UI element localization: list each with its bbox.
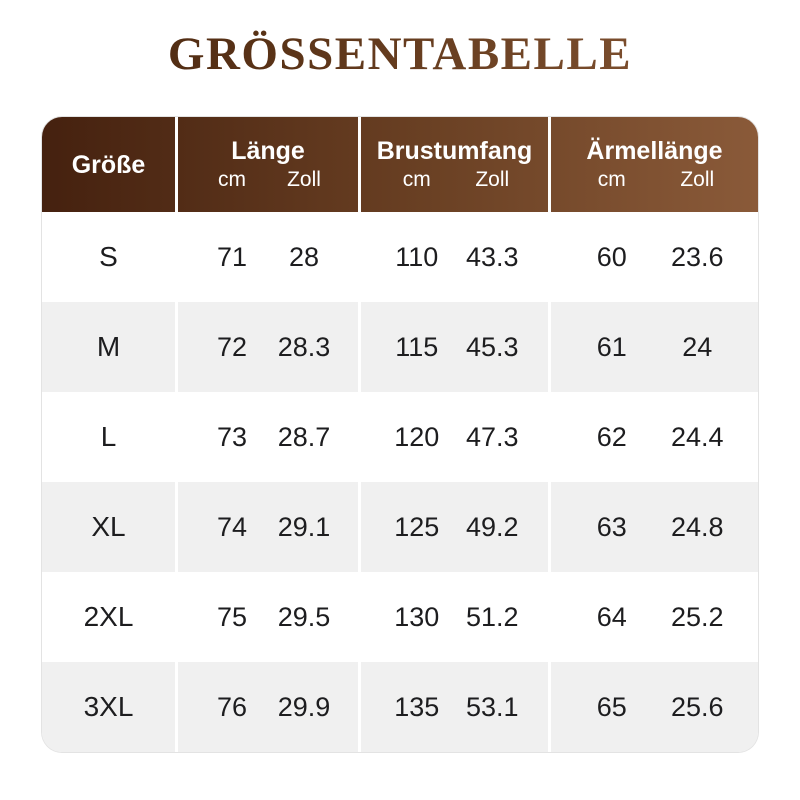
brustumfang-cell: 115 45.3 [358,302,548,392]
value-zoll: 29.9 [277,691,331,722]
aermellaenge-cell: 64 25.2 [548,572,758,662]
value-cm: 110 [395,241,439,272]
unit-label-cm: cm [597,168,626,191]
header-groesse: Größe [42,117,175,212]
brustumfang-cell: 110 43.3 [358,212,548,302]
size-cell: M [42,302,175,392]
value-cm: 73 [216,421,248,452]
value-zoll: 53.1 [465,691,519,722]
value-zoll: 25.2 [670,601,724,632]
size-label: XL [91,511,126,542]
size-label: 3XL [83,691,134,722]
value-zoll: 24 [682,331,713,362]
value-cm: 130 [394,601,440,632]
value-cm: 64 [596,601,627,632]
unit-label-zoll: Zoll [475,168,510,191]
value-zoll: 29.5 [277,601,331,632]
table-row: 2XL 75 29.5 130 51.2 64 25.2 [42,572,758,662]
table-row: S 71 28 110 43.3 60 23.6 [42,212,758,302]
header-aermellaenge: Ärmellänge cm Zoll [548,117,758,212]
value-zoll: 24.8 [670,511,724,542]
value-cm: 72 [216,331,248,362]
size-cell: 3XL [42,662,175,752]
aermellaenge-cell: 61 24 [548,302,758,392]
value-cm: 120 [394,421,440,452]
aermellaenge-cell: 60 23.6 [548,212,758,302]
value-cm: 115 [395,331,439,362]
value-zoll: 49.2 [465,511,519,542]
size-label: 2XL [83,601,134,632]
brustumfang-cell: 135 53.1 [358,662,548,752]
unit-label-cm: cm [402,168,431,191]
value-cm: 65 [596,691,627,722]
size-cell: XL [42,482,175,572]
value-cm: 125 [394,511,440,542]
brustumfang-cell: 130 51.2 [358,572,548,662]
table-header: Größe Länge cm Zoll Brustumfang cm Zoll … [42,117,758,212]
size-label: M [96,331,121,362]
size-label: S [99,241,118,272]
aermellaenge-cell: 62 24.4 [548,392,758,482]
unit-row: cm Zoll [178,168,358,192]
column-label: Länge [231,137,305,165]
table-row: M 72 28.3 115 45.3 61 24 [42,302,758,392]
laenge-cell: 73 28.7 [175,392,358,482]
value-zoll: 43.3 [465,241,519,272]
column-label: Größe [71,150,146,179]
header-brustumfang: Brustumfang cm Zoll [358,117,548,212]
value-zoll: 25.6 [670,691,724,722]
value-zoll: 47.3 [465,421,519,452]
unit-label-cm: cm [218,168,246,191]
size-cell: 2XL [42,572,175,662]
table-row: 3XL 76 29.9 135 53.1 65 25.6 [42,662,758,752]
value-zoll: 51.2 [465,601,519,632]
value-cm: 71 [216,241,248,272]
value-cm: 75 [216,601,248,632]
value-zoll: 28.3 [277,331,331,362]
size-table: Größe Länge cm Zoll Brustumfang cm Zoll … [42,117,758,752]
aermellaenge-cell: 63 24.8 [548,482,758,572]
value-cm: 60 [596,241,627,272]
laenge-cell: 72 28.3 [175,302,358,392]
value-cm: 74 [216,511,248,542]
value-cm: 61 [596,331,627,362]
column-label: Brustumfang [376,137,533,165]
value-zoll: 23.6 [670,241,724,272]
unit-label-zoll: Zoll [287,168,321,191]
unit-row: cm Zoll [361,168,548,192]
value-zoll: 24.4 [670,421,724,452]
size-cell: S [42,212,175,302]
table-row: L 73 28.7 120 47.3 62 24.4 [42,392,758,482]
laenge-cell: 75 29.5 [175,572,358,662]
value-cm: 135 [394,691,440,722]
value-zoll: 28.7 [277,421,331,452]
value-zoll: 29.1 [277,511,331,542]
page-title: GRÖSSENTABELLE [0,26,800,82]
header-laenge: Länge cm Zoll [175,117,358,212]
size-label: L [100,421,117,452]
brustumfang-cell: 125 49.2 [358,482,548,572]
value-zoll: 28 [288,241,320,272]
laenge-cell: 74 29.1 [175,482,358,572]
size-cell: L [42,392,175,482]
laenge-cell: 71 28 [175,212,358,302]
column-label: Ärmellänge [586,137,723,165]
unit-row: cm Zoll [551,168,758,192]
value-cm: 62 [596,421,627,452]
table-row: XL 74 29.1 125 49.2 63 24.8 [42,482,758,572]
value-cm: 63 [596,511,627,542]
value-cm: 76 [216,691,248,722]
value-zoll: 45.3 [465,331,519,362]
laenge-cell: 76 29.9 [175,662,358,752]
aermellaenge-cell: 65 25.6 [548,662,758,752]
unit-label-zoll: Zoll [680,168,715,191]
brustumfang-cell: 120 47.3 [358,392,548,482]
